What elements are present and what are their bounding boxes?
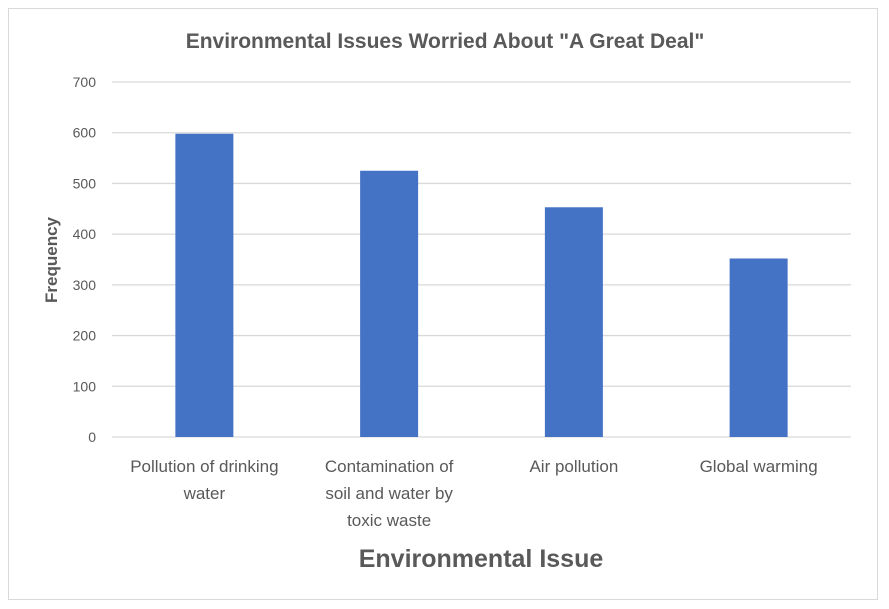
y-tick-label: 0: [88, 429, 96, 445]
y-tick-label: 400: [73, 226, 97, 242]
x-tick-label: Pollution of drinking: [130, 457, 278, 476]
bar: [729, 258, 788, 437]
y-tick-label: 700: [73, 74, 97, 90]
y-tick-label: 200: [73, 328, 97, 344]
x-tick-label: toxic waste: [347, 511, 431, 530]
x-tick-label: Contamination of: [325, 457, 454, 476]
x-tick-label: Air pollution: [529, 457, 618, 476]
bar: [544, 207, 603, 437]
y-tick-label: 300: [73, 277, 97, 293]
x-tick-label: water: [183, 484, 226, 503]
bar: [175, 133, 234, 437]
y-tick-label: 600: [73, 125, 97, 141]
y-axis-label: Frequency: [42, 216, 61, 303]
chart-frame: [8, 8, 878, 600]
x-tick-label: Global warming: [700, 457, 818, 476]
bar: [360, 170, 419, 437]
y-tick-label: 100: [73, 378, 97, 394]
y-tick-label: 500: [73, 175, 97, 191]
x-axis-label: Environmental Issue: [359, 545, 604, 573]
x-tick-label: soil and water by: [325, 484, 453, 503]
chart-title: Environmental Issues Worried About "A Gr…: [186, 30, 705, 53]
